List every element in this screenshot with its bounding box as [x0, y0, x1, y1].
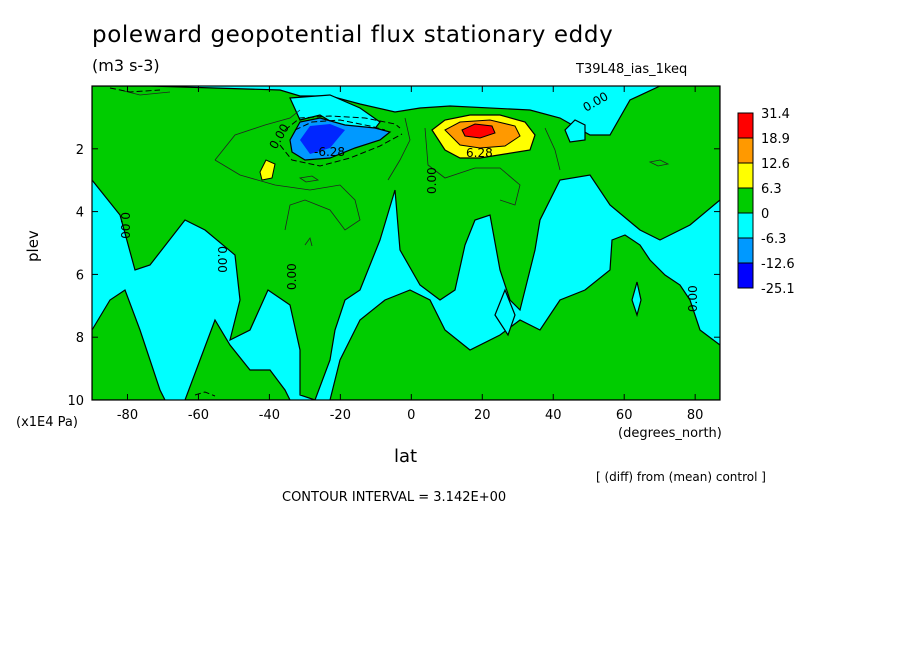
colorbar-label: -6.3 [761, 232, 786, 247]
contour-line [294, 119, 386, 131]
x-tick-label: 80 [687, 408, 704, 423]
negative-pocket-3 [631, 281, 642, 318]
colorbar-label: 0 [761, 207, 769, 222]
y-tick-label: 4 [76, 206, 84, 221]
diff-note: [ (diff) from (mean) control ] [596, 470, 766, 484]
positive-region-main [92, 86, 720, 400]
contour-line [279, 133, 403, 167]
contour-line [648, 159, 670, 167]
plot-field: 0.00 -6.28 6.28 0.00 0.00 0.00 0.00 0.00… [92, 86, 720, 400]
y-axis-units: (x1E4 Pa) [16, 415, 78, 430]
run-label: T39L48_ias_1keq [576, 62, 688, 77]
colorbar-swatch [737, 237, 754, 264]
contour-interval: CONTOUR INTERVAL = 3.142E+00 [282, 490, 507, 505]
thin-contours [119, 89, 670, 247]
contour-label: 0.00 [285, 263, 299, 290]
x-tick-label: -80 [117, 408, 138, 423]
colorbar-label: 6.3 [761, 182, 782, 197]
x-tick-label: 0 [407, 408, 415, 423]
chart-title: poleward geopotential flux stationary ed… [92, 22, 614, 48]
colorbar-label: 31.4 [761, 107, 790, 122]
colorbar: 31.4 18.9 12.6 6.3 0 -6.3 -12.6 -25.1 [737, 107, 795, 297]
y-tick-label: 8 [76, 331, 84, 346]
contour-line [298, 175, 320, 183]
chart-units: (m3 s-3) [92, 56, 160, 75]
contour-label: 6.28 [466, 146, 493, 160]
colorbar-swatch [737, 162, 754, 189]
positive-region-left-mid [184, 318, 291, 400]
colorbar-swatch [737, 112, 754, 139]
x-tick-label: -40 [259, 408, 280, 423]
plot-frame [91, 85, 721, 401]
contour-line [214, 159, 361, 231]
contour-line [544, 127, 561, 171]
contour-line [424, 127, 521, 206]
positive-region-left [92, 289, 166, 400]
negative-pocket-2 [494, 288, 516, 337]
colorbar-label: -12.6 [761, 257, 795, 272]
colorbar-swatch [737, 137, 754, 164]
colorbar-label: -25.1 [761, 282, 795, 297]
colorbar-label: 12.6 [761, 157, 790, 172]
contour-line [214, 109, 301, 161]
contour-line [284, 115, 401, 131]
colorbar-swatch [737, 262, 754, 289]
negative-pocket-1 [564, 119, 586, 143]
y-tick-label: 10 [67, 394, 84, 409]
minimum-region-inner [300, 124, 345, 154]
small-positive-patch [259, 159, 276, 181]
x-tick-label: -20 [330, 408, 351, 423]
positive-region-lower [329, 234, 720, 400]
x-tick-label: 20 [474, 408, 491, 423]
y-tick-label: 6 [76, 268, 84, 283]
contour-label: -6.28 [314, 145, 345, 159]
contour-line [304, 237, 313, 247]
maximum-region-red [461, 123, 496, 139]
x-tick-label: 60 [616, 408, 633, 423]
contour-label: 0.00 [118, 212, 132, 239]
contour-line [119, 89, 171, 96]
axes: -80 -60 -40 -20 0 20 40 60 80 2 4 6 8 10 [67, 86, 720, 423]
colorbar-label: 18.9 [761, 132, 790, 147]
colorbar-swatch [737, 212, 754, 239]
colorbar-swatch [737, 187, 754, 214]
contour-label: 0.00 [425, 167, 439, 194]
x-axis-units: (degrees_north) [618, 426, 722, 441]
x-tick-label: 40 [545, 408, 562, 423]
contour-label: 0.00 [686, 285, 700, 312]
contour-line [109, 87, 161, 93]
x-tick-label: -60 [188, 408, 209, 423]
contour-label: 0.00 [215, 246, 229, 273]
y-tick-label: 2 [76, 143, 84, 158]
contour-line [387, 117, 411, 181]
x-axis-label: lat [394, 446, 418, 467]
